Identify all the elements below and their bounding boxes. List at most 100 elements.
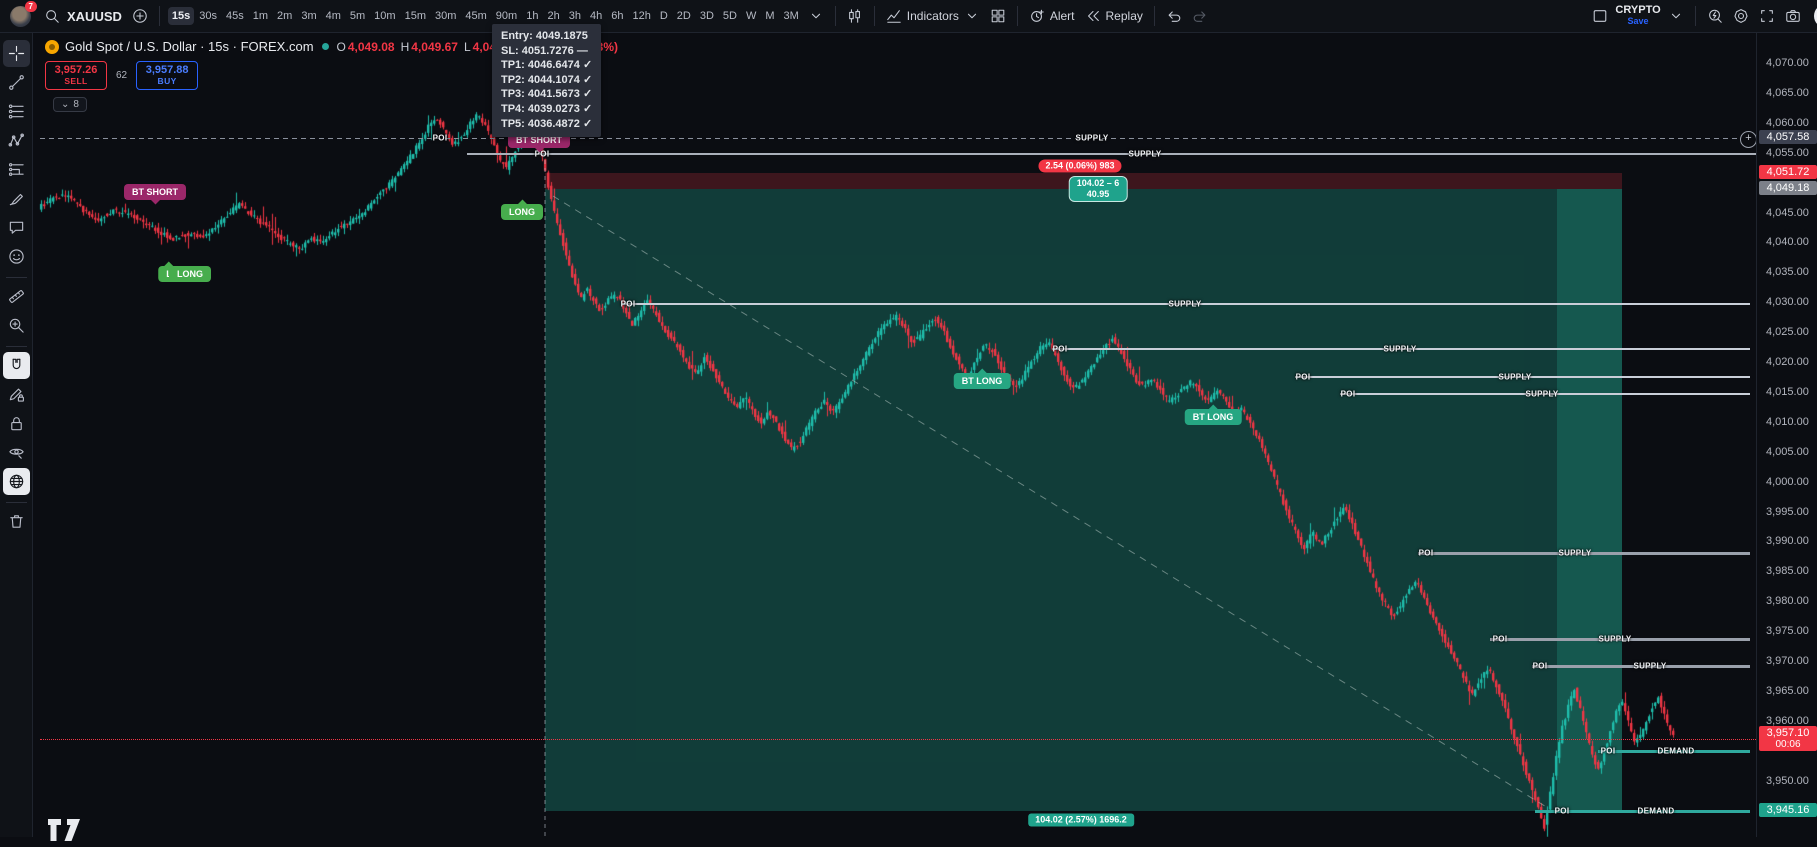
- supply-label: SUPPLY: [1558, 548, 1592, 558]
- timeframe-5D[interactable]: 5D: [722, 10, 737, 22]
- timeframe-expand-button[interactable]: [803, 5, 829, 27]
- quick-search-button[interactable]: [1702, 5, 1728, 27]
- trend-line-tool[interactable]: [3, 69, 30, 96]
- undo-button[interactable]: [1161, 5, 1187, 27]
- crosshair-tool[interactable]: [2, 40, 30, 67]
- price-axis[interactable]: 4,070.00 4,065.00 4,060.00 4,055.00 4,045.00…: [1756, 0, 1817, 837]
- emoji-tool[interactable]: [3, 243, 30, 270]
- target-price-badge: 3,945.16: [1759, 803, 1817, 817]
- risk-amount-label[interactable]: 2.54 (0.06%) 983: [1038, 159, 1122, 173]
- text-note-tool[interactable]: [3, 214, 30, 241]
- hide-drawings-tool[interactable]: [3, 439, 30, 466]
- timeframe-15s[interactable]: 15s: [167, 7, 195, 25]
- timeframe-4h[interactable]: 4h: [589, 10, 603, 22]
- axis-tick: 4,005.00: [1766, 446, 1809, 458]
- timeframe-6h[interactable]: 6h: [611, 10, 624, 22]
- lock-all-drawings-tool[interactable]: [3, 410, 30, 437]
- timeframe-1m[interactable]: 1m: [252, 10, 269, 22]
- timeframe-10m[interactable]: 10m: [374, 10, 396, 22]
- timeframe-3D[interactable]: 3D: [699, 10, 714, 22]
- demand-level-line[interactable]: [1535, 810, 1750, 813]
- symbol-title[interactable]: Gold Spot / U.S. Dollar · 15s · FOREX.co…: [65, 39, 314, 54]
- eye-icon: [8, 444, 25, 461]
- supply-level-line[interactable]: [1418, 552, 1750, 555]
- replay-button[interactable]: Replay: [1080, 5, 1148, 27]
- magnet-tool[interactable]: [2, 352, 30, 379]
- timeframe-D[interactable]: D: [659, 10, 668, 22]
- timeframe-3m[interactable]: 3m: [301, 10, 317, 22]
- supply-label: SUPPLY: [1168, 299, 1202, 309]
- axis-tick: 4,015.00: [1766, 386, 1809, 398]
- chevron-down-icon: ⌄: [61, 99, 70, 110]
- brush-tool[interactable]: [3, 185, 30, 212]
- indicators-button[interactable]: Indicators: [881, 5, 985, 27]
- axis-tick: 3,960.00: [1766, 715, 1809, 727]
- supply-level-line[interactable]: [467, 153, 1756, 155]
- timeframe-3M[interactable]: 3M: [783, 10, 799, 22]
- timeframe-2m[interactable]: 2m: [277, 10, 293, 22]
- pattern-tool[interactable]: [3, 127, 30, 154]
- timeframe-M[interactable]: M: [765, 10, 775, 22]
- buy-button[interactable]: 3,957.88 BUY: [136, 61, 199, 90]
- user-avatar[interactable]: 7: [10, 0, 37, 27]
- timeframe-30m[interactable]: 30m: [434, 10, 457, 22]
- position-forecast-tool[interactable]: [3, 156, 30, 183]
- top-toolbar: 7 XAUUSD 15s 30s 45s 1m 2m 3m 4m 5m 10m 15m 30m 45m…: [0, 0, 1817, 33]
- settings-button[interactable]: [1728, 5, 1754, 27]
- measure-result-label[interactable]: 104.02 (2.57%) 1696.2: [1028, 813, 1134, 827]
- chevron-down-icon: [964, 8, 980, 24]
- demand-level-line[interactable]: [1598, 750, 1750, 753]
- object-visibility-tool[interactable]: [2, 468, 30, 495]
- timeframe-4m[interactable]: 4m: [325, 10, 341, 22]
- publish-button[interactable]: Pu: [1813, 4, 1817, 28]
- object-tree-collapse-chip[interactable]: ⌄ 8: [53, 97, 87, 112]
- remove-drawings-tool[interactable]: [3, 508, 30, 535]
- market-status-dot: [321, 43, 329, 50]
- fullscreen-button[interactable]: [1754, 5, 1780, 27]
- supply-level-line[interactable]: [1490, 638, 1750, 641]
- bt-long-marker-2[interactable]: BT LONG: [1184, 404, 1242, 425]
- alert-button[interactable]: Alert: [1024, 5, 1080, 27]
- timeframe-W[interactable]: W: [745, 10, 757, 22]
- compare-add-button[interactable]: [127, 5, 153, 27]
- zoom-in-tool[interactable]: [3, 312, 30, 339]
- timeframe-1h[interactable]: 1h: [526, 10, 539, 22]
- supply-level-line[interactable]: [40, 138, 1742, 139]
- layout-select-button[interactable]: [1587, 5, 1613, 27]
- timeframe-2h[interactable]: 2h: [547, 10, 560, 22]
- symbol-search-button[interactable]: XAUUSD: [39, 5, 127, 27]
- timeframe-30s[interactable]: 30s: [199, 10, 218, 22]
- timeframe-15m[interactable]: 15m: [404, 10, 426, 22]
- bt-short-marker-1[interactable]: BT SHORT: [124, 184, 186, 205]
- timeframe-2D[interactable]: 2D: [676, 10, 691, 22]
- fib-retracement-tool[interactable]: [3, 98, 30, 125]
- timeframe-45s[interactable]: 45s: [226, 10, 244, 22]
- timeframe-90m[interactable]: 90m: [495, 10, 518, 22]
- timeframe-12h[interactable]: 12h: [632, 10, 651, 22]
- layout-name-block[interactable]: CRYPTO Save: [1615, 5, 1660, 27]
- measure-tool[interactable]: [3, 283, 30, 310]
- long-marker-2[interactable]: LONG: [501, 199, 543, 220]
- drawing-lock-tool[interactable]: [3, 381, 30, 408]
- chart-style-button[interactable]: [842, 5, 868, 27]
- tradingview-logo[interactable]: [47, 818, 81, 847]
- long-marker-1[interactable]: LONG: [169, 266, 211, 282]
- layout-chevron-button[interactable]: [1663, 5, 1689, 27]
- supply-level-line[interactable]: [1532, 665, 1750, 668]
- add-alert-plus-icon[interactable]: +: [1740, 131, 1757, 148]
- emoji-icon: [8, 248, 25, 265]
- redo-button[interactable]: [1187, 5, 1213, 27]
- reward-ratio-label[interactable]: 104.02 – 6 40.95: [1068, 176, 1128, 202]
- sell-button[interactable]: 3,957.26 SELL: [45, 61, 107, 90]
- toolbar-divider: [1694, 6, 1696, 26]
- snapshot-button[interactable]: [1780, 5, 1806, 27]
- indicator-templates-button[interactable]: [985, 5, 1011, 27]
- camera-icon: [1785, 8, 1801, 24]
- bt-long-marker-1[interactable]: BT LONG: [953, 368, 1011, 389]
- timeframe-5m[interactable]: 5m: [349, 10, 366, 22]
- timeframe-45m[interactable]: 45m: [465, 10, 487, 22]
- globe-icon: [8, 473, 25, 490]
- timeframe-3h[interactable]: 3h: [568, 10, 581, 22]
